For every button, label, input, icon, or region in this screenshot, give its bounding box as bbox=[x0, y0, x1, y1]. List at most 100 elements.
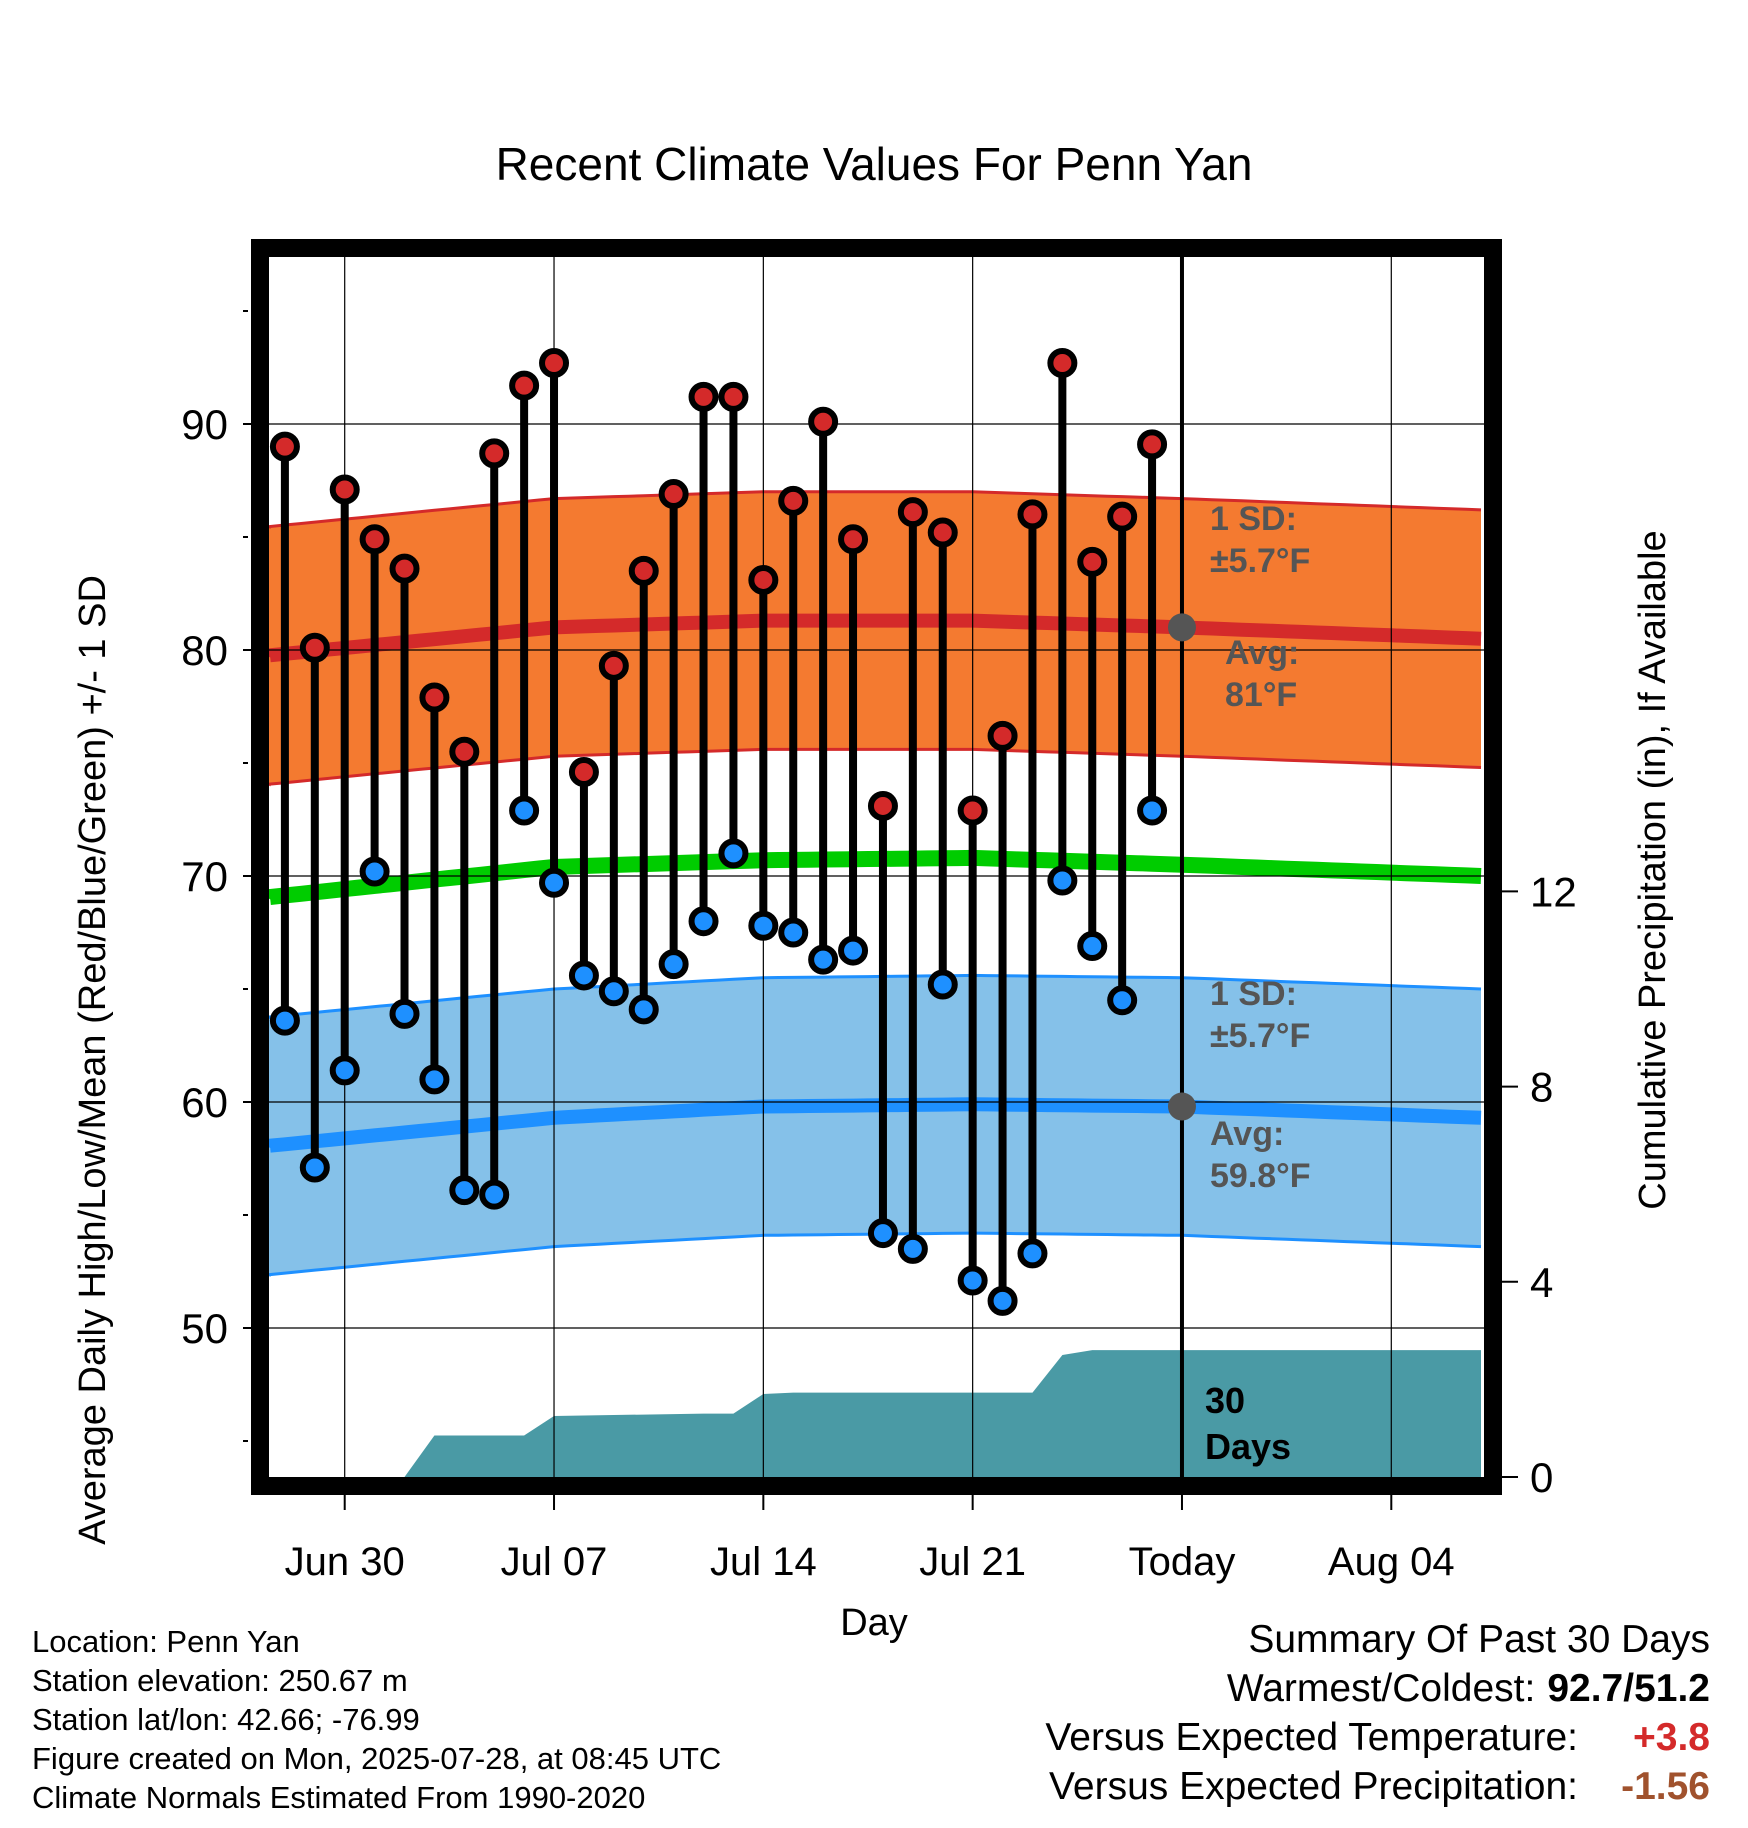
high-point bbox=[269, 431, 300, 462]
high-point bbox=[748, 564, 779, 595]
precip-days-label: Days bbox=[1205, 1426, 1291, 1467]
precip-anomaly-label: Versus Expected Precipitation: bbox=[1049, 1765, 1578, 1808]
station-metadata: Location: Penn Yan Station elevation: 25… bbox=[32, 1622, 721, 1817]
high-point bbox=[628, 555, 659, 586]
y-tick-label: 90 bbox=[181, 401, 228, 448]
temp-anomaly-label: Versus Expected Temperature: bbox=[1045, 1716, 1578, 1759]
temp-anomaly-value: +3.8 bbox=[1633, 1716, 1710, 1759]
annotations: 1 SD: ±5.7°F Avg: 81°F 1 SD: ±5.7°F Avg:… bbox=[1205, 500, 1311, 1467]
precip-anomaly-value: -1.56 bbox=[1621, 1765, 1710, 1808]
low-point bbox=[389, 998, 420, 1029]
low-point bbox=[808, 944, 839, 975]
normals-text: Climate Normals Estimated From 1990-2020 bbox=[32, 1780, 646, 1815]
low-point bbox=[329, 1055, 360, 1086]
low-point bbox=[1017, 1238, 1048, 1269]
y-right-tick-label: 8 bbox=[1530, 1064, 1553, 1111]
mean-normal-line bbox=[262, 849, 1482, 905]
low-point bbox=[419, 1064, 450, 1095]
chart-title: Recent Climate Values For Penn Yan bbox=[496, 138, 1253, 190]
low-point bbox=[509, 795, 540, 826]
precip-days-number: 30 bbox=[1205, 1380, 1245, 1421]
observations bbox=[269, 347, 1196, 1316]
plot-frame bbox=[251, 239, 1502, 1495]
x-tick-label: Jul 21 bbox=[919, 1540, 1026, 1584]
high-upper-sd-line bbox=[267, 490, 1482, 529]
summary-precip-row: Versus Expected Precipitation: -1.56 bbox=[1045, 1762, 1710, 1811]
x-tick-label: Jul 07 bbox=[501, 1540, 608, 1584]
high-avg-value: 81°F bbox=[1225, 676, 1297, 714]
y-right-tick-label: 4 bbox=[1530, 1259, 1553, 1306]
low-sd-band bbox=[269, 975, 1481, 1276]
high-point bbox=[359, 524, 390, 555]
high-point bbox=[479, 438, 510, 469]
summary-temp-row: Versus Expected Temperature: +3.8 bbox=[1045, 1713, 1710, 1762]
axes: 50 60 70 80 90 0 4 8 12 Jun 30 Jul 07 Jul 14 Jul 21 T… bbox=[181, 310, 1577, 1584]
low-sd-value: ±5.7°F bbox=[1210, 1017, 1310, 1055]
x-axis-label: Day bbox=[840, 1602, 908, 1644]
high-avg-label: Avg: bbox=[1225, 634, 1299, 672]
high-point bbox=[927, 517, 958, 548]
low-point bbox=[688, 906, 719, 937]
low-avg-value: 59.8°F bbox=[1210, 1157, 1311, 1195]
high-point bbox=[987, 720, 1018, 751]
high-point bbox=[389, 553, 420, 584]
low-point bbox=[748, 910, 779, 941]
x-tick-label: Aug 04 bbox=[1328, 1540, 1455, 1584]
low-point bbox=[359, 856, 390, 887]
elevation-text: Station elevation: 250.67 m bbox=[32, 1663, 408, 1698]
summary-title: Summary Of Past 30 Days bbox=[1248, 1618, 1710, 1661]
y-right-tick-label: 0 bbox=[1530, 1454, 1553, 1501]
low-point bbox=[927, 969, 958, 1000]
low-sd-label: 1 SD: bbox=[1210, 975, 1297, 1013]
y-axis-left-label: Average Daily High/Low/Mean (Red/Blue/Gr… bbox=[72, 575, 114, 1545]
low-point bbox=[867, 1218, 898, 1249]
low-point bbox=[598, 976, 629, 1007]
high-sd-band bbox=[269, 491, 1481, 786]
high-point bbox=[568, 757, 599, 788]
high-point bbox=[1107, 501, 1138, 532]
low-point bbox=[539, 867, 570, 898]
high-point bbox=[1077, 546, 1108, 577]
low-point bbox=[269, 1005, 300, 1036]
high-point bbox=[718, 381, 749, 412]
normal-bands bbox=[262, 490, 1482, 1277]
precipitation-area bbox=[269, 1350, 1481, 1477]
low-point bbox=[1107, 985, 1138, 1016]
low-point bbox=[568, 960, 599, 991]
low-point bbox=[299, 1152, 330, 1183]
plot-area: 1 SD: ±5.7°F Avg: 81°F 1 SD: ±5.7°F Avg:… bbox=[251, 239, 1502, 1495]
y-right-tick-label: 12 bbox=[1530, 868, 1577, 915]
high-point bbox=[1017, 499, 1048, 530]
high-normal-line bbox=[263, 613, 1482, 663]
low-point bbox=[479, 1179, 510, 1210]
high-sd-label: 1 SD: bbox=[1210, 500, 1297, 538]
low-point bbox=[778, 917, 809, 948]
high-point bbox=[778, 485, 809, 516]
high-point bbox=[867, 790, 898, 821]
low-point bbox=[897, 1233, 928, 1264]
low-point bbox=[628, 994, 659, 1025]
high-point bbox=[449, 736, 480, 767]
high-point bbox=[957, 795, 988, 826]
y-tick-label: 60 bbox=[181, 1079, 228, 1126]
warmest-label: Warmest/Coldest: bbox=[1226, 1667, 1536, 1710]
low-point bbox=[718, 838, 749, 869]
high-point bbox=[1047, 347, 1078, 378]
high-point bbox=[897, 497, 928, 528]
low-point bbox=[1047, 865, 1078, 896]
y-tick-label: 80 bbox=[181, 627, 228, 674]
created-text: Figure created on Mon, 2025-07-28, at 08… bbox=[32, 1741, 722, 1776]
location-text: Location: Penn Yan bbox=[32, 1624, 300, 1659]
high-point bbox=[598, 650, 629, 681]
low-point bbox=[1077, 931, 1108, 962]
high-point bbox=[539, 347, 570, 378]
high-point bbox=[658, 479, 689, 510]
high-point bbox=[1137, 429, 1168, 460]
x-tick-label: Today bbox=[1129, 1540, 1236, 1584]
high-point bbox=[688, 381, 719, 412]
low-point bbox=[449, 1175, 480, 1206]
today-high-normal-marker bbox=[1167, 613, 1196, 642]
latlon-text: Station lat/lon: 42.66; -76.99 bbox=[32, 1702, 420, 1737]
precip-cumulative-area bbox=[269, 1350, 1481, 1477]
summary-panel: Summary Of Past 30 Days Warmest/Coldest:… bbox=[1045, 1615, 1710, 1811]
